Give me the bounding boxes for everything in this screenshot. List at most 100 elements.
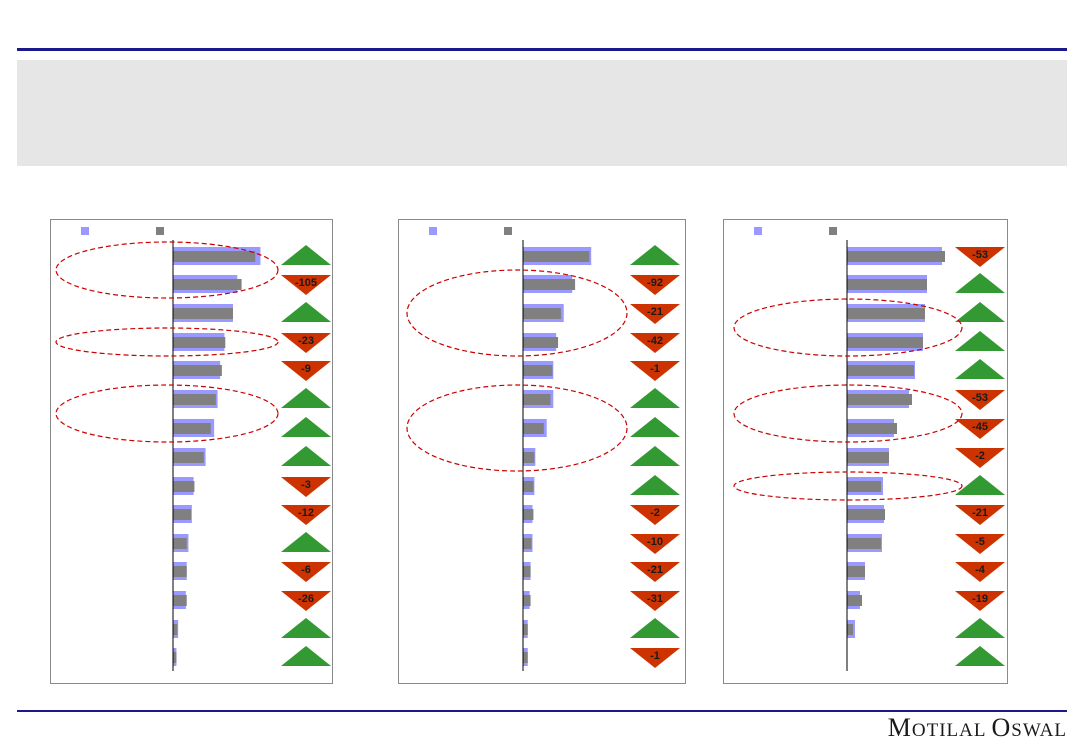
brand-rest-1: OTILAL (911, 720, 987, 741)
up-arrow-icon (630, 446, 680, 466)
up-arrow-icon (630, 245, 680, 265)
legend-swatch-series-b (504, 227, 512, 235)
bar-series-b (847, 365, 914, 376)
up-arrow-icon (955, 618, 1005, 638)
up-arrow-icon (630, 475, 680, 495)
down-arrow-icon (630, 591, 680, 611)
bar-series-b (173, 365, 222, 376)
change-label: -5 (975, 536, 985, 548)
up-arrow-icon (630, 618, 680, 638)
bar-series-b (173, 595, 187, 606)
bar-series-b (847, 566, 865, 577)
down-arrow-icon (281, 361, 331, 381)
change-label: -21 (647, 564, 663, 576)
chart-panel-2: -92 -21 -42 -1 -2 -10 -21 -31 -1 (398, 219, 686, 684)
bar-series-b (847, 423, 897, 434)
chart-panel-3: -53 -53 -45 -2 -21 -5 -4 -19 (723, 219, 1008, 684)
bar-series-b (847, 279, 927, 290)
highlight-ellipse (406, 269, 628, 357)
change-label: -2 (975, 450, 985, 462)
down-arrow-icon (281, 505, 331, 525)
legend-swatch-series-a (81, 227, 89, 235)
brand-rest-2: SWAL (1011, 720, 1067, 741)
up-arrow-icon (281, 646, 331, 666)
bar-series-b (523, 337, 559, 348)
change-label: -9 (301, 363, 311, 375)
down-arrow-icon (955, 505, 1005, 525)
down-arrow-icon (281, 562, 331, 582)
change-label: -45 (972, 421, 988, 433)
up-arrow-icon (955, 646, 1005, 666)
bar-series-b (173, 652, 177, 663)
up-arrow-icon (955, 331, 1005, 351)
legend-swatch-series-b (156, 227, 164, 235)
down-arrow-icon (955, 562, 1005, 582)
up-arrow-icon (955, 302, 1005, 322)
highlight-ellipse (733, 298, 963, 357)
highlight-ellipse (406, 384, 628, 472)
change-label: -21 (647, 306, 663, 318)
bar-series-b (173, 394, 216, 405)
bar-series-b (523, 509, 534, 520)
change-label: -23 (298, 335, 314, 347)
down-arrow-icon (955, 534, 1005, 554)
down-arrow-icon (630, 275, 680, 295)
bar-series-b (173, 481, 195, 492)
highlight-ellipse (55, 384, 279, 443)
bar-series-b (173, 423, 211, 434)
bar-series-b (523, 394, 551, 405)
down-arrow-icon (630, 534, 680, 554)
up-arrow-icon (281, 302, 331, 322)
down-arrow-icon (281, 477, 331, 497)
legend-swatch-series-a (754, 227, 762, 235)
bar-series-b (847, 337, 923, 348)
bar-series-b (173, 566, 187, 577)
down-arrow-icon (955, 591, 1005, 611)
bar-series-b (523, 481, 534, 492)
down-arrow-icon (630, 361, 680, 381)
brand-logo: MOTILAL OSWAL (888, 713, 1067, 743)
bar-series-b (523, 452, 535, 463)
down-arrow-icon (955, 247, 1005, 267)
change-label: -53 (972, 249, 988, 261)
change-label: -2 (650, 507, 660, 519)
bar-series-b (173, 509, 191, 520)
down-arrow-icon (630, 562, 680, 582)
bar-series-b (847, 595, 862, 606)
bar-series-b (847, 538, 881, 549)
down-arrow-icon (630, 505, 680, 525)
bar-series-b (173, 452, 204, 463)
down-arrow-icon (630, 648, 680, 668)
down-arrow-icon (281, 591, 331, 611)
bar-series-b (523, 423, 544, 434)
change-label: -53 (972, 392, 988, 404)
down-arrow-icon (955, 390, 1005, 410)
bar-series-b (523, 595, 531, 606)
bar-series-b (523, 251, 590, 262)
brand-initial-1: M (887, 713, 912, 742)
down-arrow-icon (955, 419, 1005, 439)
bar-series-b (523, 652, 528, 663)
highlight-ellipse (733, 471, 963, 501)
highlight-ellipse (55, 241, 279, 299)
chart-1: -105 -23 -9 -3 -12 -6 -26 (55, 227, 331, 671)
down-arrow-icon (281, 333, 331, 353)
change-label: -26 (298, 593, 314, 605)
legend-swatch-series-b (829, 227, 837, 235)
up-arrow-icon (955, 359, 1005, 379)
chart-panel-1: -105 -23 -9 -3 -12 -6 -26 (50, 219, 333, 684)
up-arrow-icon (630, 417, 680, 437)
change-label: -12 (298, 507, 314, 519)
bar-series-b (523, 308, 561, 319)
up-arrow-icon (281, 388, 331, 408)
bar-series-b (523, 566, 531, 577)
legend-swatch-series-a (429, 227, 437, 235)
bar-series-b (523, 624, 528, 635)
bar-series-b (173, 308, 233, 319)
bar-series-b (173, 624, 178, 635)
down-arrow-icon (955, 448, 1005, 468)
change-label: -1 (650, 363, 660, 375)
down-arrow-icon (281, 275, 331, 295)
up-arrow-icon (630, 388, 680, 408)
change-label: -21 (972, 507, 988, 519)
